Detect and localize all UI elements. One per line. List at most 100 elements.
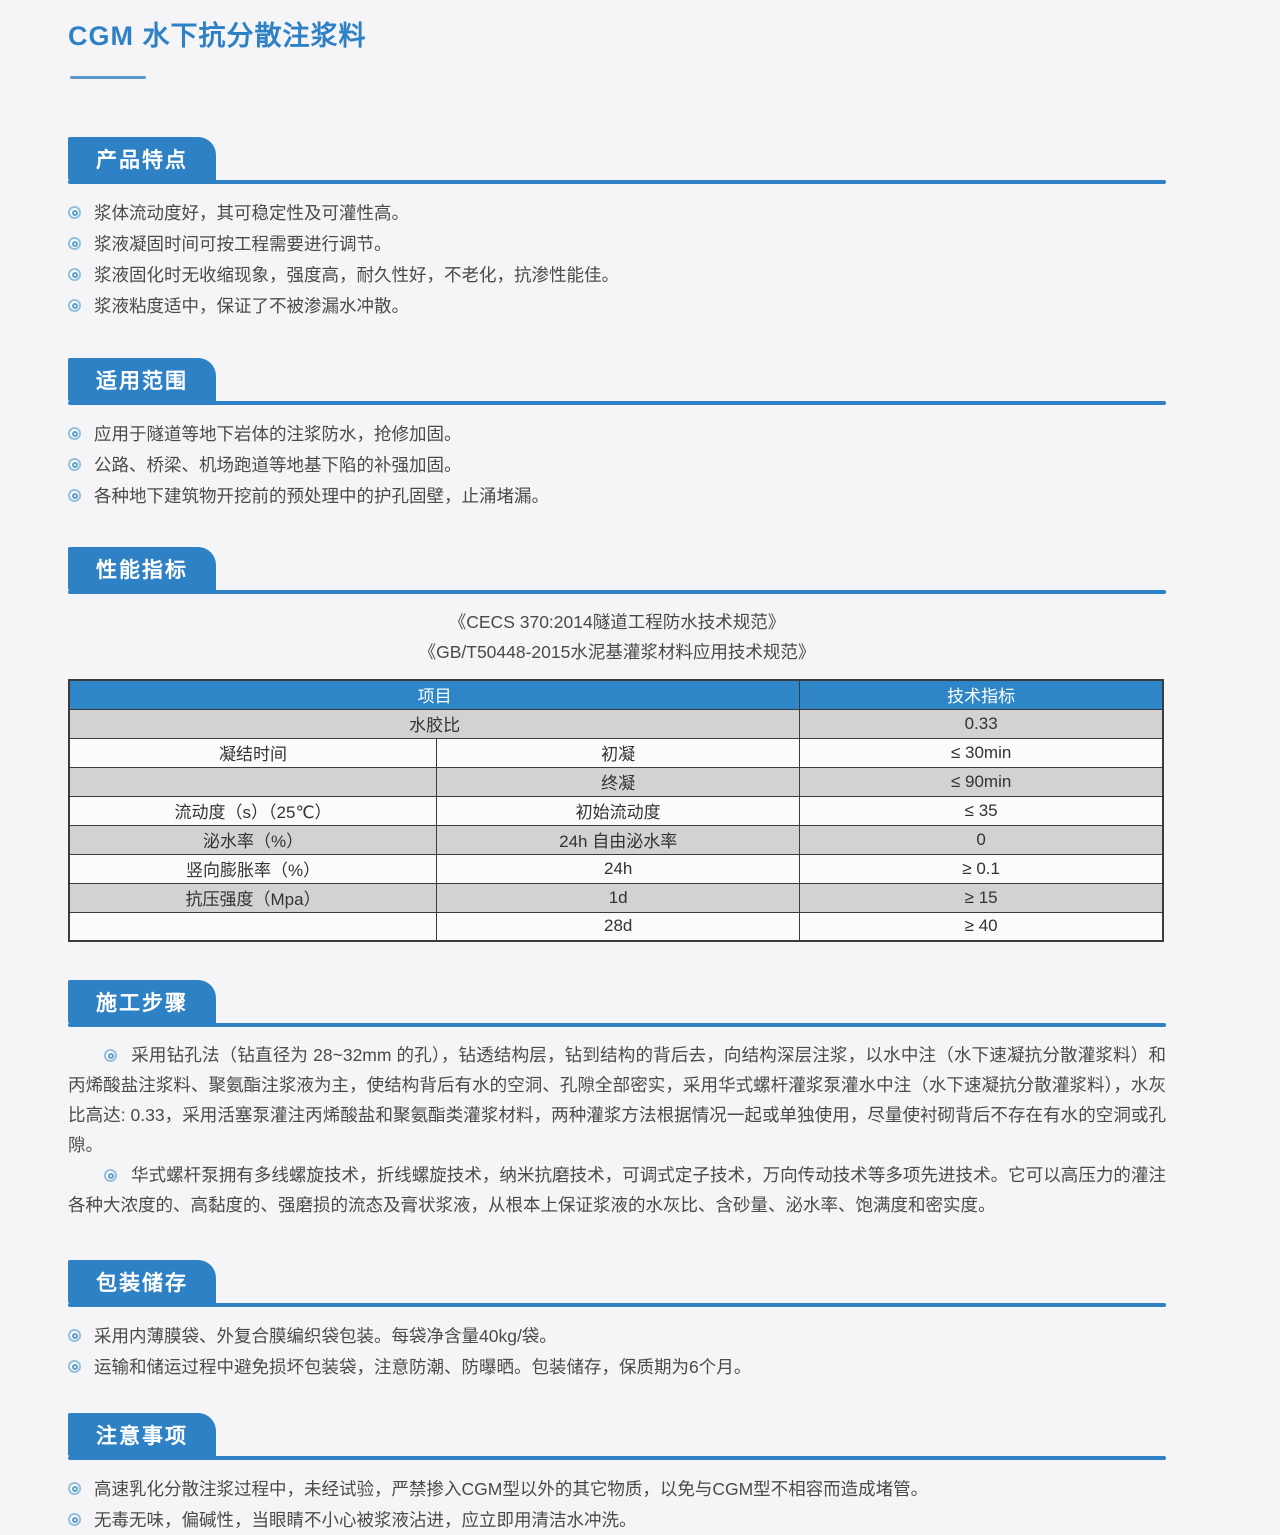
notes-list: 高速乳化分散注浆过程中，未经试验，严禁掺入CGM型以外的其它物质，以免与CGM型… [68, 1473, 1166, 1535]
section-features: 产品特点 浆体流动度好，其可稳定性及可灌性高。 浆液凝固时间可按工程需要进行调节… [68, 137, 1166, 321]
table-cell: 流动度（s）（25℃） [68, 795, 438, 826]
scope-list: 应用于隧道等地下岩体的注浆防水，抢修加固。 公路、桥梁、机场跑道等地基下陷的补强… [68, 418, 1166, 511]
table-row: 泌水率（%） 24h 自由泌水率 0 [68, 824, 1164, 855]
bullet-icon [68, 237, 81, 250]
table-cell: 24h [436, 853, 801, 884]
table-cell: 24h 自由泌水率 [436, 824, 801, 855]
bullet-icon [68, 489, 81, 502]
table-cell [68, 766, 438, 797]
title-underline-decoration [70, 76, 146, 79]
bullet-icon [68, 1513, 81, 1526]
bullet-text: 高速乳化分散注浆过程中，未经试验，严禁掺入CGM型以外的其它物质，以免与CGM型… [94, 1479, 929, 1499]
section-header-features: 产品特点 [68, 137, 1166, 184]
bullet-text: 各种地下建筑物开挖前的预处理中的护孔固壁，止涌堵漏。 [94, 486, 549, 506]
table-header-row: 项目 技术指标 [68, 679, 1164, 710]
section-performance: 性能指标 《CECS 370:2014隧道工程防水技术规范》 《GB/T5044… [68, 547, 1166, 942]
table-cell: 竖向膨胀率（%） [68, 853, 438, 884]
table-cell: 抗压强度（Mpa） [68, 882, 438, 913]
table-row: 凝结时间 初凝 ≤ 30min [68, 737, 1164, 768]
table-cell: 泌水率（%） [68, 824, 438, 855]
section-notes: 注意事项 高速乳化分散注浆过程中，未经试验，严禁掺入CGM型以外的其它物质，以免… [68, 1413, 1166, 1535]
section-header-notes: 注意事项 [68, 1413, 1166, 1460]
section-rule [68, 180, 1166, 184]
bullet-text: 应用于隧道等地下岩体的注浆防水，抢修加固。 [94, 424, 462, 444]
standard-line: 《GB/T50448-2015水泥基灌浆材料应用技术规范》 [418, 642, 816, 662]
section-badge-construction: 施工步骤 [68, 980, 216, 1023]
table-row: 终凝 ≤ 90min [68, 766, 1164, 797]
table-cell: ≤ 35 [799, 795, 1164, 826]
bullet-icon [68, 1329, 81, 1342]
bullet-icon [68, 206, 81, 219]
bullet-text: 浆体流动度好，其可稳定性及可灌性高。 [94, 203, 409, 223]
performance-table: 项目 技术指标 水胶比 0.33 凝结时间 初凝 ≤ 30min 终凝 ≤ 90… [68, 679, 1164, 942]
page-title: CGM 水下抗分散注浆料 [68, 21, 367, 51]
bullet-icon [68, 268, 81, 281]
table-cell: ≥ 0.1 [799, 853, 1164, 884]
bullet-icon [68, 1360, 81, 1373]
bullet-icon [68, 1482, 81, 1495]
list-item: 浆体流动度好，其可稳定性及可灌性高。 [68, 197, 1166, 228]
list-item: 高速乳化分散注浆过程中，未经试验，严禁掺入CGM型以外的其它物质，以免与CGM型… [68, 1473, 1166, 1504]
construction-paragraphs: 采用钻孔法（钻直径为 28~32mm 的孔），钻透结构层，钻到结构的背后去，向结… [68, 1040, 1166, 1220]
section-header-packaging: 包装储存 [68, 1260, 1166, 1307]
section-header-construction: 施工步骤 [68, 980, 1166, 1027]
table-cell: 初始流动度 [436, 795, 801, 826]
section-rule [68, 590, 1166, 594]
table-cell: 水胶比 [68, 708, 801, 739]
table-cell: 1d [436, 882, 801, 913]
paragraph-text: 采用钻孔法（钻直径为 28~32mm 的孔），钻透结构层，钻到结构的背后去，向结… [68, 1045, 1166, 1155]
bullet-text: 浆液固化时无收缩现象，强度高，耐久性好，不老化，抗渗性能佳。 [94, 265, 619, 285]
bullet-text: 运输和储运过程中避免损坏包装袋，注意防潮、防曝晒。包装储存，保质期为6个月。 [94, 1357, 752, 1377]
bullet-text: 浆液凝固时间可按工程需要进行调节。 [94, 234, 392, 254]
list-item: 各种地下建筑物开挖前的预处理中的护孔固壁，止涌堵漏。 [68, 480, 1166, 511]
list-item: 浆液粘度适中，保证了不被渗漏水冲散。 [68, 290, 1166, 321]
table-header-cell: 技术指标 [799, 679, 1164, 710]
table-cell: 0.33 [799, 708, 1164, 739]
table-row: 流动度（s）（25℃） 初始流动度 ≤ 35 [68, 795, 1164, 826]
bullet-icon [104, 1049, 117, 1062]
paragraph-text: 华式螺杆泵拥有多线螺旋技术，折线螺旋技术，纳米抗磨技术，可调式定子技术，万向传动… [68, 1165, 1166, 1215]
bullet-text: 无毒无味，偏碱性，当眼睛不小心被浆液沾进，应立即用清洁水冲洗。 [94, 1510, 637, 1530]
table-cell: ≤ 30min [799, 737, 1164, 768]
table-cell: 终凝 [436, 766, 801, 797]
list-item: 浆液凝固时间可按工程需要进行调节。 [68, 228, 1166, 259]
bullet-icon [104, 1169, 117, 1182]
features-list: 浆体流动度好，其可稳定性及可灌性高。 浆液凝固时间可按工程需要进行调节。 浆液固… [68, 197, 1166, 321]
table-cell: 凝结时间 [68, 737, 438, 768]
section-badge-packaging: 包装储存 [68, 1260, 216, 1303]
table-cell: ≥ 40 [799, 911, 1164, 942]
table-cell: ≤ 90min [799, 766, 1164, 797]
table-cell: 0 [799, 824, 1164, 855]
bullet-text: 采用内薄膜袋、外复合膜编织袋包装。每袋净含量40kg/袋。 [94, 1326, 557, 1346]
bullet-icon [68, 458, 81, 471]
list-item: 应用于隧道等地下岩体的注浆防水，抢修加固。 [68, 418, 1166, 449]
standard-line: 《CECS 370:2014隧道工程防水技术规范》 [448, 612, 786, 632]
table-row: 28d ≥ 40 [68, 911, 1164, 942]
paragraph: 华式螺杆泵拥有多线螺旋技术，折线螺旋技术，纳米抗磨技术，可调式定子技术，万向传动… [68, 1160, 1166, 1220]
section-rule [68, 1303, 1166, 1307]
bullet-text: 浆液粘度适中，保证了不被渗漏水冲散。 [94, 296, 409, 316]
paragraph: 采用钻孔法（钻直径为 28~32mm 的孔），钻透结构层，钻到结构的背后去，向结… [68, 1040, 1166, 1160]
table-cell: 28d [436, 911, 801, 942]
list-item: 浆液固化时无收缩现象，强度高，耐久性好，不老化，抗渗性能佳。 [68, 259, 1166, 290]
bullet-text: 公路、桥梁、机场跑道等地基下陷的补强加固。 [94, 455, 462, 475]
table-cell: ≥ 15 [799, 882, 1164, 913]
table-row: 水胶比 0.33 [68, 708, 1164, 739]
section-badge-scope: 适用范围 [68, 358, 216, 401]
section-packaging: 包装储存 采用内薄膜袋、外复合膜编织袋包装。每袋净含量40kg/袋。 运输和储运… [68, 1260, 1166, 1382]
table-cell [68, 911, 438, 942]
bullet-icon [68, 427, 81, 440]
list-item: 采用内薄膜袋、外复合膜编织袋包装。每袋净含量40kg/袋。 [68, 1320, 1166, 1351]
section-header-performance: 性能指标 [68, 547, 1166, 594]
section-rule [68, 1023, 1166, 1027]
document-page: CGM 水下抗分散注浆料 产品特点 浆体流动度好，其可稳定性及可灌性高。 浆液凝… [68, 21, 1166, 1535]
list-item: 运输和储运过程中避免损坏包装袋，注意防潮、防曝晒。包装储存，保质期为6个月。 [68, 1351, 1166, 1382]
section-badge-features: 产品特点 [68, 137, 216, 180]
packaging-list: 采用内薄膜袋、外复合膜编织袋包装。每袋净含量40kg/袋。 运输和储运过程中避免… [68, 1320, 1166, 1382]
section-badge-performance: 性能指标 [68, 547, 216, 590]
table-row: 竖向膨胀率（%） 24h ≥ 0.1 [68, 853, 1164, 884]
section-rule [68, 401, 1166, 405]
table-cell: 初凝 [436, 737, 801, 768]
list-item: 无毒无味，偏碱性，当眼睛不小心被浆液沾进，应立即用清洁水冲洗。 [68, 1504, 1166, 1535]
bullet-icon [68, 299, 81, 312]
